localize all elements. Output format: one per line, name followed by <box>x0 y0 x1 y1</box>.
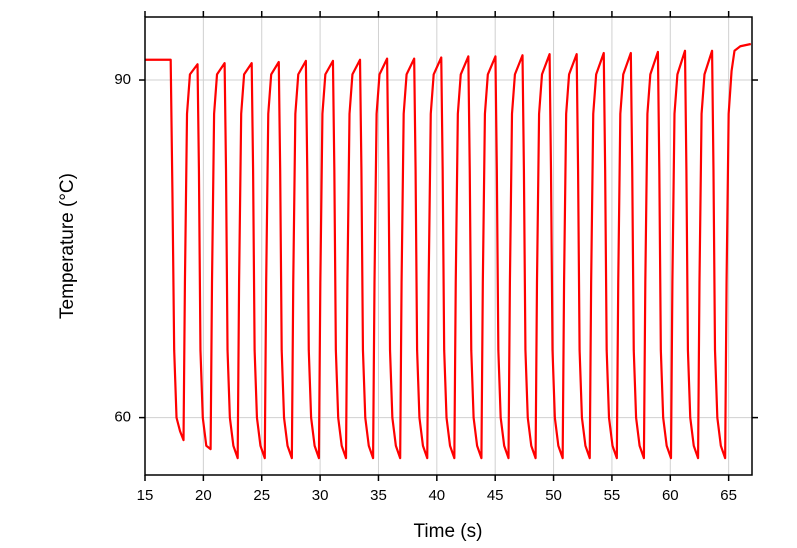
y-tick-label: 60 <box>114 409 131 426</box>
x-tick-label: 35 <box>370 487 387 504</box>
x-tick-label: 60 <box>662 487 679 504</box>
x-tick-label: 65 <box>720 487 737 504</box>
x-tick-label: 20 <box>195 487 212 504</box>
x-tick-label: 30 <box>312 487 329 504</box>
y-tick-label: 90 <box>114 71 131 88</box>
x-tick-label: 50 <box>545 487 562 504</box>
y-axis-title: Temperature (°C) <box>57 173 78 319</box>
x-tick-label: 40 <box>428 487 445 504</box>
line <box>145 42 752 460</box>
x-tick-label: 25 <box>253 487 270 504</box>
plot-frame <box>144 16 753 476</box>
x-tick-label: 15 <box>137 487 154 504</box>
x-tick-label: 55 <box>604 487 621 504</box>
x-axis-title: Time (s) <box>414 521 483 542</box>
x-tick-label: 45 <box>487 487 504 504</box>
